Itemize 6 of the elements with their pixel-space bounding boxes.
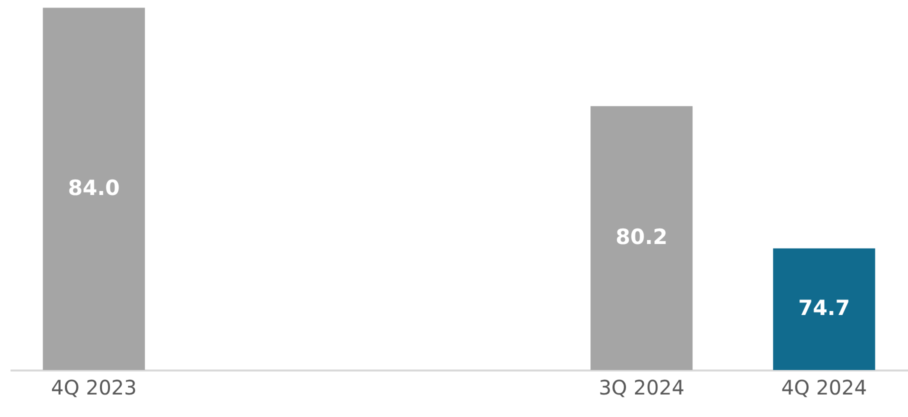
x-tick-label: 4Q 2023 [51, 376, 137, 400]
x-tick-label: 4Q 2024 [781, 376, 867, 400]
x-tick-label: 3Q 2024 [598, 376, 684, 400]
data-label: 74.7 [798, 296, 850, 320]
data-label: 80.2 [616, 225, 668, 250]
data-label: 84.0 [68, 176, 120, 200]
